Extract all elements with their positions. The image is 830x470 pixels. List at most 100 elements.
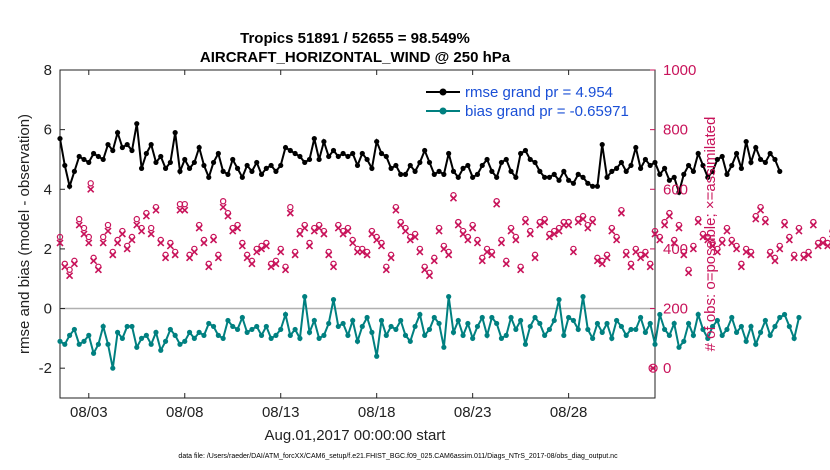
y-right-tick-label: 1000 [663, 62, 696, 79]
bias-point [446, 294, 452, 300]
obs-assimilated-point [310, 227, 318, 235]
rmse-point [695, 150, 701, 157]
obs-assimilated-point [627, 263, 635, 271]
obs-assimilated-point [469, 224, 477, 232]
bias-point [450, 329, 457, 335]
bias-point [465, 320, 471, 327]
obs-assimilated-point [315, 224, 323, 232]
rmse-point [542, 174, 548, 180]
rmse-point [369, 165, 375, 171]
bias-point [254, 323, 260, 330]
obs-assimilated-point [224, 212, 232, 220]
bias-point [609, 335, 615, 341]
rmse-point [748, 159, 754, 166]
obs-assimilated-point [747, 251, 755, 259]
bias-point [729, 314, 735, 321]
rmse-point [340, 150, 346, 157]
x-tick-label: 08/23 [454, 404, 492, 421]
rmse-point [196, 144, 202, 151]
rmse-point [705, 174, 711, 180]
obs-assimilated-point [617, 209, 625, 217]
obs-assimilated-point [454, 221, 462, 229]
rmse-point [503, 156, 509, 163]
bias-point [474, 323, 481, 330]
obs-assimilated-point [440, 245, 448, 253]
rmse-point [446, 150, 452, 157]
rmse-point [143, 150, 149, 157]
obs-assimilated-point [205, 263, 213, 271]
rmse-point [652, 159, 658, 166]
obs-assimilated-point [737, 263, 745, 271]
bias-point [143, 332, 149, 338]
rmse-point [532, 159, 538, 166]
chart-title-line2: AIRCRAFT_HORIZONTAL_WIND @ 250 hPa [200, 49, 511, 66]
rmse-point [580, 174, 586, 180]
bias-point [326, 320, 332, 327]
obs-assimilated-point [99, 239, 107, 247]
bias-point [210, 323, 217, 330]
rmse-point [474, 171, 481, 177]
obs-assimilated-point [435, 227, 443, 235]
rmse-point [777, 168, 783, 174]
bias-point [162, 338, 169, 344]
obs-assimilated-point [771, 257, 779, 265]
bias-point [340, 320, 346, 327]
bias-point [306, 329, 313, 335]
bias-point [321, 332, 327, 338]
rmse-point [326, 153, 332, 160]
rmse-point [729, 162, 735, 169]
bias-point [378, 317, 385, 324]
bias-point [196, 329, 202, 335]
obs-assimilated-point [776, 245, 784, 253]
x-tick-label: 08/08 [166, 404, 204, 421]
rmse-point [129, 147, 135, 154]
rmse-point [681, 171, 687, 177]
obs-assimilated-point [507, 227, 515, 235]
rmse-point [311, 135, 317, 142]
rmse-point [561, 168, 567, 174]
obs-assimilated-point [656, 236, 664, 244]
obs-assimilated-point [200, 239, 208, 247]
rmse-point [62, 162, 68, 169]
obs-assimilated-point [622, 251, 630, 259]
obs-assimilated-point [574, 218, 582, 226]
y-left-tick-label: -2 [39, 360, 52, 377]
obs-assimilated-point [670, 239, 678, 247]
rmse-point [618, 159, 625, 166]
bias-point [652, 341, 658, 347]
x-tick-label: 08/03 [70, 404, 108, 421]
bias-point [685, 320, 692, 327]
obs-assimilated-point [296, 230, 304, 238]
rmse-point [345, 153, 351, 160]
rmse-point [733, 150, 740, 157]
obs-assimilated-point [637, 254, 645, 262]
rmse-point [335, 153, 341, 160]
bias-point [167, 326, 173, 333]
data-file-footnote: data file: /Users/raeder/DAI/ATM_forcXX/… [178, 453, 618, 460]
y-right-tick-label: 200 [663, 301, 688, 318]
rmse-point [172, 130, 178, 136]
rmse-point [364, 156, 370, 163]
bias-point [201, 332, 207, 338]
bias-point [503, 332, 509, 338]
bias-point [724, 326, 730, 333]
obs-assimilated-point [401, 227, 410, 235]
y-axis-left: -2 0 2 4 6 8 [39, 62, 65, 377]
rmse-point [90, 150, 97, 157]
rmse-point [671, 174, 677, 180]
bias-point [345, 332, 351, 338]
rmse-point [57, 135, 63, 142]
obs-assimilated-point [305, 242, 314, 250]
rmse-point [470, 174, 476, 180]
bias-point [114, 329, 121, 335]
rmse-point [225, 171, 231, 177]
obs-possible-point [99, 233, 107, 241]
bias-point [484, 332, 490, 338]
obs-assimilated-point [368, 230, 376, 238]
rmse-point [685, 162, 692, 169]
obs-outlier-possible [87, 180, 94, 187]
obs-assimilated-point [497, 239, 506, 247]
rmse-point [566, 177, 572, 183]
bias-point [374, 353, 380, 359]
obs-assimilated-point [632, 248, 640, 256]
